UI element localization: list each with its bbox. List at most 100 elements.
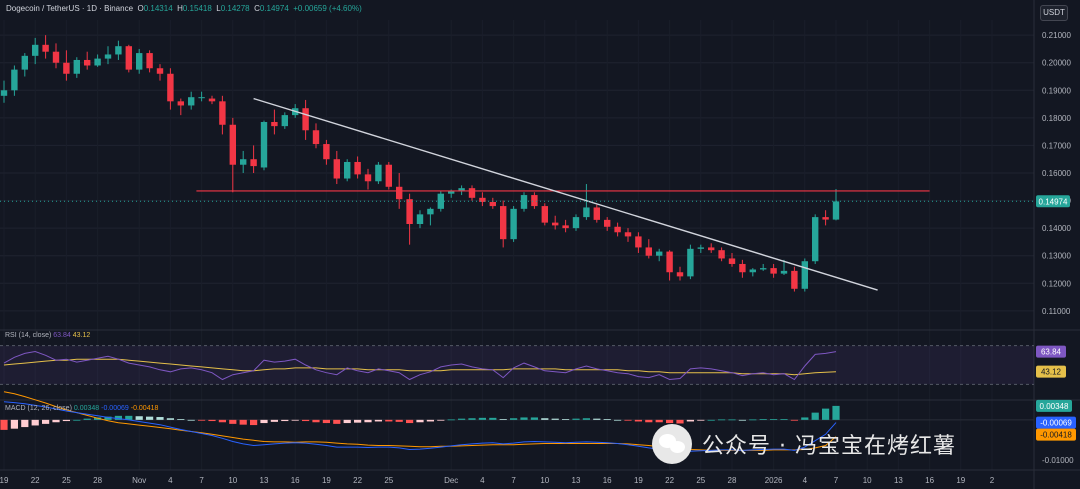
macd-histogram-bar <box>166 418 174 420</box>
macd-histogram-bar <box>270 419 278 422</box>
candle-body <box>229 124 236 165</box>
macd-histogram-bar <box>520 417 528 420</box>
macd-hist-legend: 0.00348 <box>73 405 100 412</box>
candle-body <box>52 51 60 63</box>
rsi-value-tag <box>1036 345 1066 358</box>
macd-histogram-bar <box>281 419 289 422</box>
macd-histogram-bar <box>218 419 226 423</box>
candle-body <box>125 46 132 70</box>
macd-histogram-bar <box>499 419 507 420</box>
candle-body <box>520 195 528 209</box>
candle-body <box>562 225 569 229</box>
candle-body <box>801 261 808 289</box>
macd-histogram-bar <box>645 419 653 423</box>
macd-histogram-bar <box>291 419 299 421</box>
candle-body <box>749 269 756 273</box>
y-tick-label: 0.12000 <box>1042 279 1071 288</box>
candle-body <box>21 55 28 70</box>
high-value: 0.15418 <box>182 4 212 13</box>
rsi-line <box>3 350 837 381</box>
currency-button[interactable]: USDT <box>1040 5 1068 21</box>
x-tick-label: 16 <box>291 476 300 485</box>
candle-body <box>94 58 101 66</box>
macd-histogram-bar <box>738 419 746 421</box>
candle-body <box>396 186 403 200</box>
x-tick-label: 7 <box>199 476 204 485</box>
close-label: C <box>254 4 260 13</box>
macd-histogram-bar <box>208 419 216 422</box>
candle-body <box>260 122 268 168</box>
x-tick-label: 25 <box>696 476 705 485</box>
rsi-ma-line <box>3 358 837 376</box>
x-tick-label: 19 <box>956 476 965 485</box>
low-label: L <box>216 4 221 13</box>
macd-histogram-bar <box>655 419 663 423</box>
macd-histogram-bar <box>489 417 497 420</box>
macd-histogram-bar <box>624 419 632 421</box>
watermark-text: 公众号 · 冯宝宝在烤红薯 <box>702 434 956 459</box>
change-value: +0.00659 (+4.60%) <box>293 4 362 13</box>
current-price-tag <box>1036 195 1070 208</box>
candle-body <box>63 62 70 74</box>
macd-histogram-bar <box>697 419 705 421</box>
candle-body <box>281 115 288 127</box>
x-tick-label: 13 <box>572 476 581 485</box>
rsi-legend-value: 63.84 <box>53 332 71 339</box>
macd-histogram-bar <box>478 417 486 420</box>
candle-body <box>812 217 819 262</box>
macd-histogram-bar <box>749 419 757 421</box>
chart-header: Dogecoin / TetherUS · 1D · Binance O0.14… <box>6 4 362 13</box>
low-value: 0.14278 <box>220 4 250 13</box>
macd-title: MACD (12, 26, close) <box>5 405 72 412</box>
candle-body <box>832 201 840 220</box>
rsi-title: RSI (14, close) <box>5 332 52 339</box>
candle-body <box>198 97 205 99</box>
candle-body <box>458 188 465 191</box>
candle-body <box>728 258 736 264</box>
macd-histogram-bar <box>426 419 434 422</box>
macd-histogram-bar <box>666 419 674 424</box>
candle-body <box>666 251 673 273</box>
macd-histogram-bar <box>156 417 164 420</box>
candle-body <box>406 199 413 224</box>
x-tick-label: 19 <box>322 476 331 485</box>
candle-body <box>333 159 340 179</box>
macd-histogram-bar <box>0 419 8 430</box>
macd-histogram-bar <box>811 412 819 420</box>
candle-body <box>687 248 694 277</box>
macd-histogram-bar <box>822 408 830 420</box>
macd-histogram-bar <box>198 419 206 421</box>
x-tick-label: 10 <box>228 476 237 485</box>
x-tick-label: Nov <box>132 476 146 485</box>
candle-body <box>146 53 153 69</box>
y-tick-label: 0.18000 <box>1042 114 1071 123</box>
macd-histogram-bar <box>593 418 601 420</box>
x-tick-label: 22 <box>31 476 40 485</box>
candle-body <box>188 97 195 106</box>
wechat-icon <box>652 424 692 464</box>
x-tick-label: 16 <box>603 476 612 485</box>
candle-body <box>354 161 361 175</box>
rsi-band <box>0 345 1034 385</box>
candle-body <box>739 263 746 273</box>
x-tick-label: 16 <box>925 476 934 485</box>
candle-body <box>115 46 122 55</box>
candle-body <box>552 222 559 226</box>
x-tick-label: 2026 <box>765 476 783 485</box>
candle-body <box>167 73 174 102</box>
macd-histogram-bar <box>83 418 91 420</box>
macd-histogram-bar <box>676 419 684 424</box>
rsi-ma-value-tag <box>1036 365 1066 378</box>
candle-body <box>375 164 382 182</box>
candle-body <box>510 208 517 240</box>
macd-histogram-bar <box>73 419 81 421</box>
candle-body <box>593 207 600 220</box>
candle-body <box>84 59 91 66</box>
x-tick-label: 25 <box>384 476 393 485</box>
y-tick-label: 0.19000 <box>1042 86 1071 95</box>
candle-body <box>385 164 392 187</box>
candle-body <box>136 53 143 70</box>
macd-histogram-bar <box>510 418 518 420</box>
candle-body <box>271 122 278 127</box>
